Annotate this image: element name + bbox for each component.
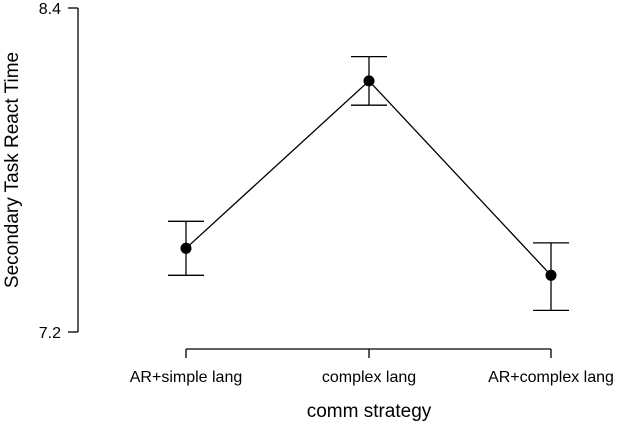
y-tick-label-0: 7.2: [39, 325, 61, 342]
y-ticks: 7.2 8.4: [39, 1, 78, 342]
data-point-1: [363, 75, 375, 87]
x-tick-label-2: AR+complex lang: [488, 369, 614, 386]
data-point-0: [180, 242, 192, 254]
x-axis-title: comm strategy: [307, 401, 432, 422]
axes: [77, 8, 551, 350]
x-ticks: AR+simple lang complex lang AR+complex lan…: [130, 349, 614, 386]
x-tick-label-1: complex lang: [322, 369, 416, 386]
series-line-0: [185, 79, 552, 276]
data-point-2: [545, 269, 557, 281]
y-axis-title: Secondary Task React Time: [2, 52, 23, 288]
series-layer: [168, 55, 569, 312]
y-tick-label-1: 8.4: [39, 1, 61, 18]
x-tick-label-0: AR+simple lang: [130, 369, 243, 386]
